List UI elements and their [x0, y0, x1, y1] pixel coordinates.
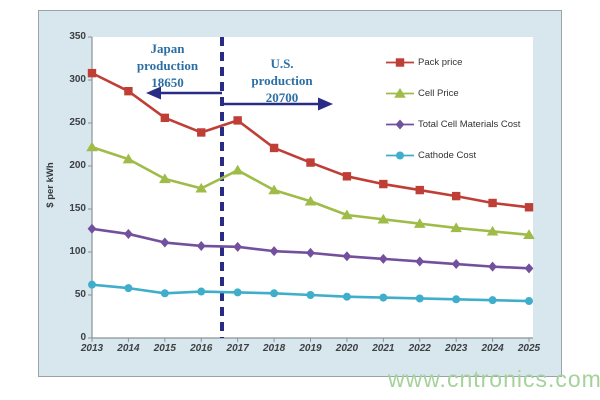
- legend-item-cathode-cost: Cathode Cost: [385, 148, 476, 162]
- x-tick-label: 2014: [117, 343, 140, 354]
- legend-item-cell-price: Cell Price: [385, 86, 459, 100]
- annotation-line: 18650: [151, 75, 184, 90]
- y-tick-label: 250: [69, 117, 86, 128]
- japan-production-annotation: Japan production 18650: [105, 40, 230, 91]
- y-tick-label: 300: [69, 74, 86, 85]
- x-tick-label: 2022: [408, 343, 431, 354]
- annotation-line: production: [136, 58, 199, 73]
- annotation-line: 20700: [265, 90, 299, 105]
- y-tick-label: 100: [69, 246, 86, 257]
- x-tick-label: 2018: [262, 343, 286, 354]
- legend-label: Cathode Cost: [418, 149, 477, 161]
- x-tick-label: 2025: [517, 343, 541, 354]
- legend-label: Pack price: [418, 56, 463, 68]
- us-production-annotation: U.S. production 20700: [222, 55, 342, 106]
- legend-label: Total Cell Materials Cost: [418, 118, 521, 130]
- y-tick-label: 350: [69, 31, 86, 42]
- x-tick-label: 2020: [335, 343, 359, 354]
- x-tick-label: 2023: [445, 343, 468, 354]
- x-tick-label: 2013: [80, 343, 104, 354]
- watermark: www.cntronics.com: [388, 366, 600, 392]
- annotation-line: U.S.: [270, 56, 294, 71]
- legend-marker-icon: [386, 57, 414, 67]
- y-tick-label: 150: [69, 203, 86, 214]
- annotation-line: production: [251, 73, 313, 88]
- x-tick-label: 2024: [481, 343, 504, 354]
- chart-svg: [86, 36, 535, 342]
- x-tick-label: 2015: [153, 343, 176, 354]
- x-tick-label: 2017: [226, 343, 249, 354]
- annotation-line: Japan: [150, 41, 185, 56]
- x-tick-label: 2016: [190, 343, 213, 354]
- legend-item-pack-price: Pack price: [385, 55, 462, 69]
- legend-item-total-cell-materials-cost: Total Cell Materials Cost: [385, 117, 520, 131]
- y-tick-label: 200: [69, 160, 86, 171]
- legend-marker-icon: [386, 119, 414, 129]
- legend-marker-icon: [386, 151, 414, 159]
- us-arrow-icon: [318, 97, 333, 111]
- legend-label: Cell Price: [418, 87, 459, 99]
- x-tick-label: 2019: [299, 343, 322, 354]
- japan-arrow-icon: [146, 86, 161, 100]
- y-tick-label: 50: [74, 289, 86, 300]
- legend-marker-icon: [386, 87, 414, 98]
- y-tick-label: 0: [80, 332, 86, 343]
- x-tick-label: 2021: [372, 343, 395, 354]
